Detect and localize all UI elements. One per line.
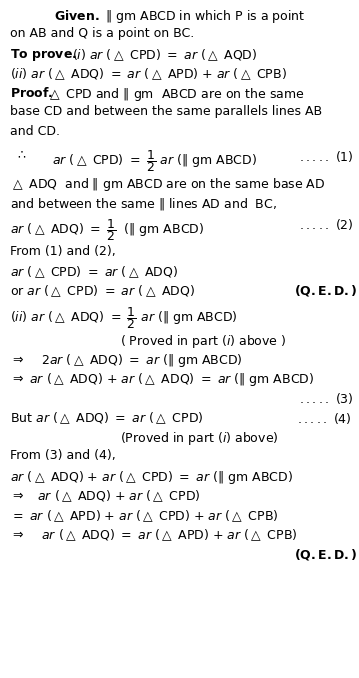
Text: $.....$ (1): $.....$ (1)	[299, 148, 354, 163]
Text: $\Rightarrow$ $ar$ $(\triangle$ ADQ$)$ $+$ $ar$ $(\triangle$ ADQ$)$ $=$ $ar$ $(\: $\Rightarrow$ $ar$ $(\triangle$ ADQ$)$ $…	[10, 372, 314, 388]
Text: From (3) and (4),: From (3) and (4),	[10, 450, 116, 462]
Text: (Proved in part $(\mathit{i})$ above): (Proved in part $(\mathit{i})$ above)	[120, 430, 279, 447]
Text: $\Rightarrow$   $ar$ $(\triangle$ ADQ$)$ $+$ $ar$ $(\triangle$ CPD$)$: $\Rightarrow$ $ar$ $(\triangle$ ADQ$)$ $…	[10, 489, 200, 504]
Text: From (1) and (2),: From (1) and (2),	[10, 245, 116, 258]
Text: $\therefore$: $\therefore$	[15, 148, 27, 161]
Text: $ar$ $(\triangle$ CPD$)$ $=$ $\dfrac{1}{2}$ $ar$ $(\|$ gm ABCD$)$: $ar$ $(\triangle$ CPD$)$ $=$ $\dfrac{1}{…	[52, 148, 257, 174]
Text: $\Rightarrow$    $2ar$ $(\triangle$ ADQ$)$ $=$ $ar$ $(\|$ gm ABCD$)$: $\Rightarrow$ $2ar$ $(\triangle$ ADQ$)$ …	[10, 352, 243, 369]
Text: But $ar$ $(\triangle$ ADQ$)$ $=$ $ar$ $(\triangle$ CPD$)$: But $ar$ $(\triangle$ ADQ$)$ $=$ $ar$ $(…	[10, 410, 204, 426]
Text: $ar$ $(\triangle$ CPD$)$ $=$ $ar$ $(\triangle$ ADQ$)$: $ar$ $(\triangle$ CPD$)$ $=$ $ar$ $(\tri…	[10, 264, 178, 279]
Text: $\mathbf{Proof.}$: $\mathbf{Proof.}$	[10, 86, 53, 100]
Text: $\mathbf{Given.}$ $\|$ gm ABCD in which P is a point: $\mathbf{Given.}$ $\|$ gm ABCD in which …	[54, 8, 305, 25]
Text: $(\mathit{i})$ $ar$ $(\triangle$ CPD$)$ $=$ $ar$ $(\triangle$ AQD$)$: $(\mathit{i})$ $ar$ $(\triangle$ CPD$)$ …	[72, 47, 257, 62]
Text: $.....$ (4): $.....$ (4)	[297, 410, 352, 426]
Text: on AB and Q is a point on BC.: on AB and Q is a point on BC.	[10, 28, 194, 41]
Text: $\mathbf{(Q.E.D.)}$: $\mathbf{(Q.E.D.)}$	[294, 547, 358, 562]
Text: or $ar$ $(\triangle$ CPD$)$ $=$ $ar$ $(\triangle$ ADQ$)$: or $ar$ $(\triangle$ CPD$)$ $=$ $ar$ $(\…	[10, 283, 195, 299]
Text: $\triangle$ ADQ  and $\|$ gm ABCD are on the same base AD: $\triangle$ ADQ and $\|$ gm ABCD are on …	[10, 176, 325, 193]
Text: $\mathbf{To\ prove.}$: $\mathbf{To\ prove.}$	[10, 47, 77, 63]
Text: and between the same $\|$ lines AD and  BC,: and between the same $\|$ lines AD and B…	[10, 195, 277, 212]
Text: $.....$ (2): $.....$ (2)	[299, 217, 354, 232]
Text: $.....$ (3): $.....$ (3)	[299, 391, 354, 406]
Text: $ar$ $(\triangle$ ADQ$)$ $+$ $ar$ $(\triangle$ CPD$)$ $=$ $ar$ $(\|$ gm ABCD$)$: $ar$ $(\triangle$ ADQ$)$ $+$ $ar$ $(\tri…	[10, 469, 293, 486]
Text: $(\mathit{ii})$ $ar$ $(\triangle$ ADQ$)$ $=$ $ar$ $(\triangle$ APD$)$ $+$ $ar$ $: $(\mathit{ii})$ $ar$ $(\triangle$ ADQ$)$…	[10, 66, 287, 82]
Text: ( Proved in part $(\mathit{i})$ above ): ( Proved in part $(\mathit{i})$ above )	[120, 332, 286, 349]
Text: base CD and between the same parallels lines AB: base CD and between the same parallels l…	[10, 106, 322, 119]
Text: $ar$ $(\triangle$ ADQ$)$ $=$ $\dfrac{1}{2}$  $(\|$ gm ABCD$)$: $ar$ $(\triangle$ ADQ$)$ $=$ $\dfrac{1}{…	[10, 217, 204, 243]
Text: $\mathbf{(Q.E.D.)}$: $\mathbf{(Q.E.D.)}$	[294, 283, 358, 298]
Text: and CD.: and CD.	[10, 125, 60, 138]
Text: $(\mathit{ii})$ $ar$ $(\triangle$ ADQ$)$ $=$ $\dfrac{1}{2}$ $ar$ $(\|$ gm ABCD$): $(\mathit{ii})$ $ar$ $(\triangle$ ADQ$)$…	[10, 305, 238, 331]
Text: $\triangle$ CPD and $\|$ gm  ABCD are on the same: $\triangle$ CPD and $\|$ gm ABCD are on …	[47, 86, 304, 103]
Text: $=$ $ar$ $(\triangle$ APD$)$ $+$ $ar$ $(\triangle$ CPD$)$ $+$ $ar$ $(\triangle$ : $=$ $ar$ $(\triangle$ APD$)$ $+$ $ar$ $(…	[10, 508, 279, 523]
Text: $\Rightarrow$    $ar$ $(\triangle$ ADQ$)$ $=$ $ar$ $(\triangle$ APD$)$ $+$ $ar$ : $\Rightarrow$ $ar$ $(\triangle$ ADQ$)$ $…	[10, 527, 297, 543]
